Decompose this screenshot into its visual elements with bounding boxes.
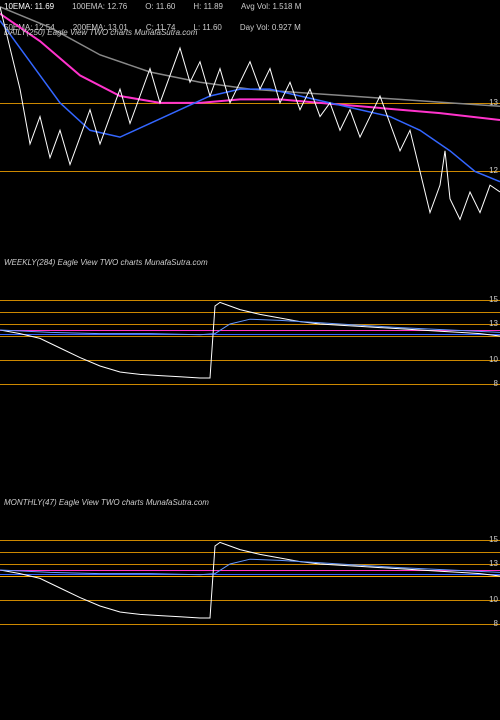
ytick-label: 13 xyxy=(489,98,498,107)
panel-label-daily: DAILY(250) Eagle View TWO charts MunafaS… xyxy=(4,28,197,37)
ytick-label: 13 xyxy=(489,319,498,328)
panel-label-weekly: WEEKLY(284) Eagle View TWO charts Munafa… xyxy=(4,258,208,267)
ytick-label: 10 xyxy=(489,355,498,364)
ytick-label: 8 xyxy=(494,379,498,388)
chart-weekly xyxy=(0,240,500,480)
ytick-label: 10 xyxy=(489,595,498,604)
panel-weekly: 15 13 10 8 WEEKLY(284) Eagle View TWO charts… xyxy=(0,240,500,480)
series-price xyxy=(0,302,500,378)
panel-daily: 13 12 DAILY(250) Eagle View TWO charts Mun… xyxy=(0,0,500,240)
series-price xyxy=(0,7,500,220)
ytick-label: 15 xyxy=(489,535,498,544)
panel-label-monthly: MONTHLY(47) Eagle View TWO charts Munafa… xyxy=(4,498,209,507)
series-ema200 xyxy=(0,7,500,106)
ytick-label: 15 xyxy=(489,295,498,304)
series-ema xyxy=(0,319,500,335)
chart-monthly xyxy=(0,480,500,720)
ytick-label: 8 xyxy=(494,619,498,628)
series-ema xyxy=(0,559,500,575)
ytick-label: 12 xyxy=(489,166,498,175)
series-price xyxy=(0,542,500,618)
panel-monthly: 15 13 10 8 MONTHLY(47) Eagle View TWO charts… xyxy=(0,480,500,720)
ytick-label: 13 xyxy=(489,559,498,568)
